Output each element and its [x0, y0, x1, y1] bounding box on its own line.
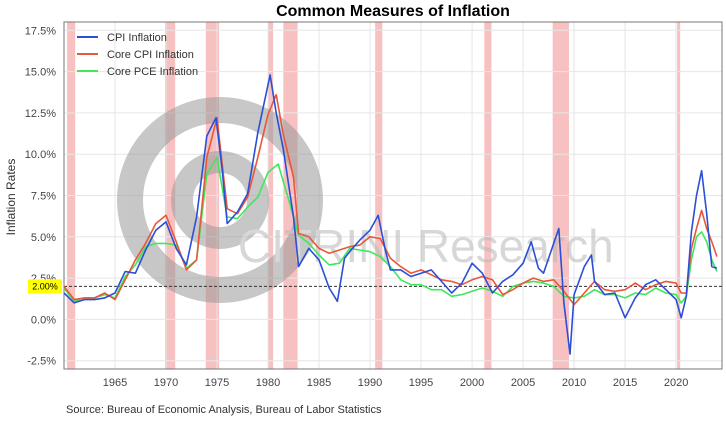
x-tick-label: 1970 — [154, 377, 178, 389]
legend-label-core-pce: Core PCE Inflation — [107, 66, 198, 78]
axes: -2.5%0.0%2.5%5.0%7.5%10.0%12.5%15.0%17.5… — [25, 21, 723, 389]
x-tick-label: 2020 — [664, 377, 688, 389]
y-tick-label: 15.0% — [25, 67, 56, 79]
watermark: CITRINI Research — [117, 97, 614, 303]
y-tick-label: 5.0% — [31, 232, 56, 244]
x-tick-label: 2000 — [460, 377, 484, 389]
y-tick-label: -2.5% — [27, 356, 56, 368]
x-tick-label: 1985 — [307, 377, 331, 389]
watermark-ring-outer — [117, 97, 323, 303]
reference-label-bg — [28, 279, 62, 294]
y-tick-label: 10.0% — [25, 149, 56, 161]
x-tick-label: 2005 — [511, 377, 535, 389]
y-tick-label: 12.5% — [25, 108, 56, 120]
series-line-cpi-inflation — [63, 74, 718, 355]
legend-label-core-cpi: Core CPI Inflation — [107, 49, 194, 61]
x-tick-label: 2010 — [562, 377, 586, 389]
y-tick-label: 7.5% — [31, 191, 56, 203]
x-tick-label: 1980 — [256, 377, 280, 389]
x-tick-label: 1975 — [205, 377, 229, 389]
y-axis-label: Inflation Rates — [4, 159, 18, 236]
x-tick-label: 1990 — [358, 377, 382, 389]
x-tick-label: 2015 — [613, 377, 637, 389]
series-lines — [63, 74, 718, 355]
reference-line-group: 2.00% — [28, 279, 722, 294]
y-tick-label: 0.0% — [31, 314, 56, 326]
reference-label: 2.00% — [32, 281, 58, 291]
chart-title: Common Measures of Inflation — [276, 3, 510, 20]
legend: CPI Inflation Core CPI Inflation Core PC… — [77, 32, 198, 78]
plot-frame — [63, 21, 723, 370]
legend-label-cpi: CPI Inflation — [107, 32, 167, 44]
x-tick-label: 1995 — [409, 377, 433, 389]
y-tick-label: 17.5% — [25, 25, 56, 37]
watermark-ring-inner — [171, 151, 269, 249]
x-tick-label: 1965 — [103, 377, 127, 389]
source-note: Source: Bureau of Economic Analysis, Bur… — [66, 404, 382, 416]
